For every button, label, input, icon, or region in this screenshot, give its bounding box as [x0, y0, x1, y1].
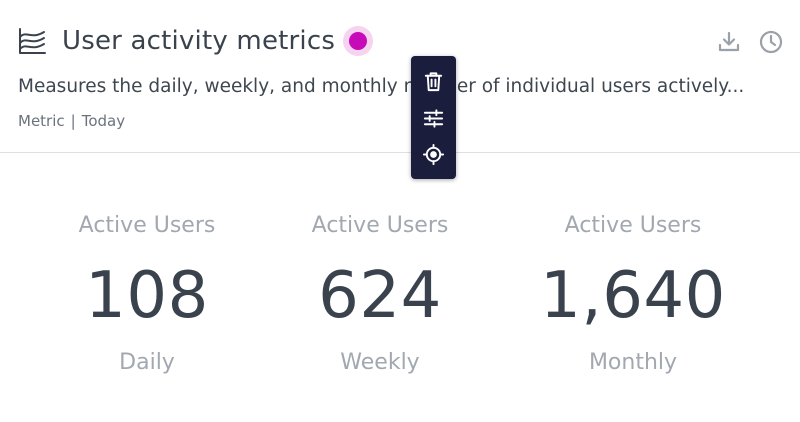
meta-period: Today	[81, 112, 126, 130]
metric-period: Daily	[119, 350, 175, 375]
metric-period: Weekly	[340, 350, 420, 375]
description: Measures the daily, weekly, and monthly …	[18, 76, 745, 97]
sliders-icon[interactable]	[422, 107, 445, 130]
area-chart-icon	[17, 26, 47, 56]
page-title: User activity metrics	[62, 26, 336, 56]
metric-monthly: Active Users 1,640 Monthly	[503, 208, 763, 381]
status-indicator[interactable]	[343, 26, 374, 56]
meta-separator: |	[70, 112, 76, 130]
status-dot	[349, 32, 368, 50]
metric-value: 1,640	[540, 259, 726, 333]
download-icon[interactable]	[716, 29, 742, 55]
metric-period: Monthly	[588, 350, 678, 375]
clock-icon[interactable]	[758, 29, 784, 55]
card-header: User activity metrics Measures the daily…	[0, 0, 800, 153]
trash-icon[interactable]	[422, 70, 445, 93]
title-row: User activity metrics	[17, 22, 374, 60]
metric-daily: Active Users 108 Daily	[17, 208, 277, 381]
metric-label: Active Users	[564, 213, 702, 238]
meta-type: Metric	[18, 112, 65, 130]
crosshair-icon[interactable]	[422, 143, 445, 166]
metric-label: Active Users	[311, 213, 449, 238]
metadata: Metric | Today	[18, 112, 125, 130]
metric-weekly: Active Users 624 Weekly	[250, 208, 510, 381]
header-actions	[716, 29, 784, 55]
floating-toolbar	[411, 56, 456, 179]
metric-label: Active Users	[78, 213, 216, 238]
metric-value: 624	[318, 259, 442, 333]
metric-value: 108	[85, 259, 209, 333]
